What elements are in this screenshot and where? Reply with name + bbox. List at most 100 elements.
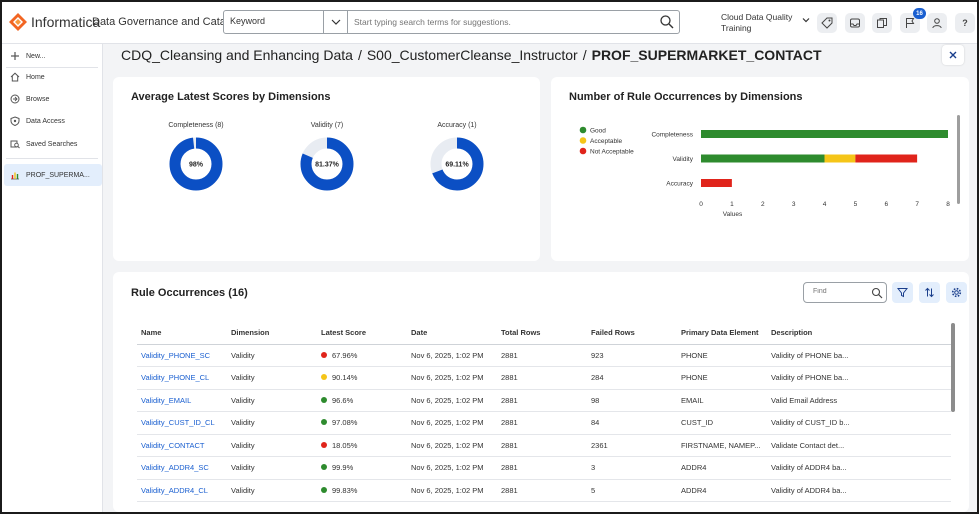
status-dot [321, 486, 327, 493]
settings-button[interactable] [946, 282, 967, 303]
primary-data-element-cell: PHONE [677, 344, 767, 367]
column-header-total-rows[interactable]: Total Rows [497, 322, 587, 345]
total-rows-cell: 2881 [497, 411, 587, 435]
search-type-select[interactable]: Keyword [224, 11, 324, 33]
find-field [803, 282, 887, 303]
column-header-name[interactable]: Name [137, 322, 227, 345]
org-selector[interactable]: Cloud Data Quality Training [721, 12, 792, 34]
sort-icon [925, 287, 934, 298]
gear-icon [951, 287, 962, 298]
sidebar-item-label: New... [26, 52, 46, 60]
x-tick-label: 6 [884, 201, 888, 208]
column-header-dimension[interactable]: Dimension [227, 322, 317, 345]
notifications-button[interactable]: 16 [900, 8, 926, 33]
rule-name-link[interactable]: Validity_ADDR4_CL [137, 479, 227, 502]
global-search: Keyword [223, 10, 680, 34]
breadcrumb-folder[interactable]: S00_CustomerCleanse_Instructor [366, 47, 578, 63]
category-label: Completeness [651, 132, 693, 139]
donut-score-arc [430, 137, 484, 191]
saved-search-icon [10, 140, 20, 149]
latest-score-value: 97.08% [332, 418, 358, 428]
sidebar-item-browse[interactable]: Browse [10, 91, 49, 107]
latest-score-cell: 90.14% [317, 366, 407, 390]
filter-button[interactable] [892, 282, 913, 303]
chevron-down-icon[interactable] [802, 16, 810, 24]
inbox-button[interactable] [845, 13, 865, 33]
latest-score-value: 90.14% [332, 373, 358, 383]
breadcrumb-separator: / [582, 47, 587, 63]
failed-rows-cell: 5 [587, 479, 677, 502]
description-cell: Validity of PHONE ba... [767, 344, 951, 367]
failed-rows-cell: 2361 [587, 434, 677, 457]
table-row[interactable]: Validity_ADDR4_CL Validity 99.83% Nov 6, 20… [137, 479, 951, 502]
breadcrumb-project[interactable]: CDQ_Cleansing and Enhancing Data [121, 47, 353, 63]
table-row[interactable]: Validity_PHONE_SC Validity 67.96% Nov 6, 20… [137, 344, 951, 367]
tag-button[interactable] [817, 13, 837, 33]
sidebar-item-profile[interactable]: PROF_SUPERMA... [10, 167, 90, 183]
latest-score-cell: 99.9% [317, 456, 407, 480]
latest-score-cell: 96.6% [317, 389, 407, 412]
sidebar-item-new[interactable]: New... [10, 48, 45, 64]
sidebar-item-saved-searches[interactable]: Saved Searches [10, 136, 77, 152]
total-rows-cell: 2881 [497, 479, 587, 502]
sidebar-item-home[interactable]: Home [10, 69, 45, 85]
close-button[interactable] [942, 45, 964, 65]
table-scrollbar[interactable] [951, 323, 955, 412]
chart-scrollbar[interactable] [957, 115, 960, 204]
latest-score-value: 99.9% [332, 463, 354, 473]
rule-name-link[interactable]: Validity_EMAIL [137, 389, 227, 412]
table-row[interactable]: Validity_CONTACT Validity 18.05% Nov 6, 202… [137, 434, 951, 457]
donut-center [182, 150, 210, 178]
column-header-date[interactable]: Date [407, 322, 497, 345]
column-header-failed-rows[interactable]: Failed Rows [587, 322, 677, 345]
sidebar-item-data-access[interactable]: Data Access [10, 113, 65, 129]
donut-value-label: 98% [189, 162, 204, 169]
page-title: PROF_SUPERMARKET_CONTACT [591, 47, 822, 63]
column-header-latest-score[interactable]: Latest Score [317, 322, 407, 345]
sidebar-active-highlight [4, 164, 102, 186]
search-icon[interactable] [871, 287, 883, 299]
copy-button[interactable] [872, 13, 892, 33]
tag-icon [821, 17, 833, 29]
rule-name-link[interactable]: Validity_PHONE_SC [137, 344, 227, 367]
description-cell: Valid Email Address [767, 389, 951, 412]
table-row[interactable]: Validity_ADDR4_SC Validity 99.9% Nov 6, 202… [137, 456, 951, 480]
primary-data-element-cell: PHONE [677, 366, 767, 390]
chart-title: Number of Rule Occurrences by Dimensions [569, 91, 803, 103]
breadcrumb: CDQ_Cleansing and Enhancing Data / S00_Cus… [121, 47, 822, 63]
search-input[interactable] [354, 15, 654, 29]
sidebar-divider [6, 158, 98, 159]
column-header-description[interactable]: Description [767, 322, 951, 345]
chevron-down-icon [331, 19, 340, 25]
search-icon[interactable] [659, 14, 675, 30]
chart-icon [11, 172, 19, 180]
x-tick-label: 4 [823, 201, 827, 208]
date-cell: Nov 6, 2025, 1:02 PM [407, 389, 497, 412]
search-type-dropdown-button[interactable] [324, 11, 348, 33]
table-row[interactable]: Validity_CUST_ID_CL Validity 97.08% Nov 6, … [137, 411, 951, 435]
column-header-primary-data-element[interactable]: Primary Data Element [677, 322, 767, 345]
plus-icon [11, 52, 19, 60]
dimension-cell: Validity [227, 366, 317, 390]
sort-button[interactable] [919, 282, 940, 303]
date-cell: Nov 6, 2025, 1:02 PM [407, 479, 497, 502]
close-icon [949, 51, 957, 59]
rule-name-link[interactable]: Validity_PHONE_CL [137, 366, 227, 390]
legend-swatch [579, 126, 587, 134]
rule-name-link[interactable]: Validity_CUST_ID_CL [137, 411, 227, 435]
rule-name-link[interactable]: Validity_ADDR4_SC [137, 456, 227, 480]
description-cell: Validity of ADDR4 ba... [767, 456, 951, 480]
status-dot [321, 396, 327, 403]
rule-name-link[interactable]: Validity_CONTACT [137, 434, 227, 457]
breadcrumb-separator: / [357, 47, 362, 63]
user-menu-button[interactable] [927, 13, 947, 33]
table-row[interactable]: Validity_PHONE_CL Validity 90.14% Nov 6, 20… [137, 366, 951, 390]
completeness-donut[interactable]: 98% [169, 137, 223, 191]
help-button[interactable]: ? [955, 13, 975, 33]
category-label: Validity [673, 156, 694, 163]
validity-donut[interactable]: 81.37% [300, 137, 354, 191]
table-row[interactable]: Validity_EMAIL Validity 96.6% Nov 6, 2025, … [137, 389, 951, 412]
find-input[interactable] [813, 288, 873, 295]
copy-icon [877, 18, 887, 28]
accuracy-donut[interactable]: 69.11% [430, 137, 484, 191]
